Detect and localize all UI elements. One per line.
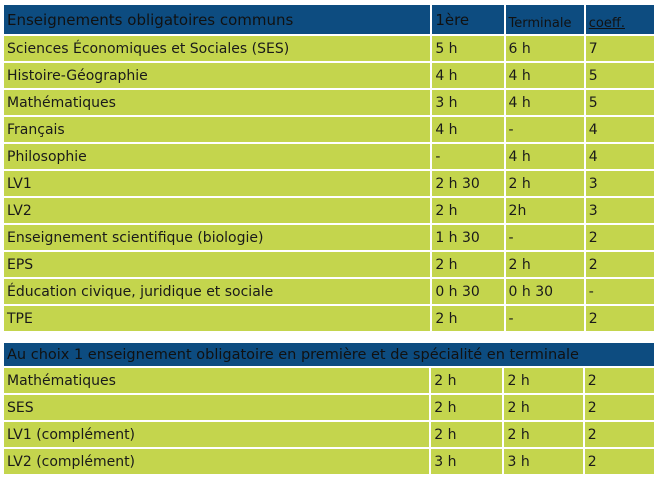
premiere-hours-cell: 2 h: [431, 395, 503, 420]
subject-cell: Éducation civique, juridique et sociale: [4, 279, 431, 304]
premiere-hours-cell: 5 h: [432, 36, 504, 61]
coefficient-cell: 4: [585, 117, 654, 142]
coefficient-cell: 2: [584, 395, 654, 420]
table-header-row: Au choix 1 enseignement obligatoire en p…: [4, 343, 654, 366]
subject-cell: TPE: [4, 306, 431, 331]
premiere-hours-cell: 2 h: [431, 422, 503, 447]
header-premiere: 1ère: [432, 5, 504, 34]
table-header-row: Enseignements obligatoires communs 1ère …: [4, 5, 654, 34]
subject-cell: LV1: [4, 171, 431, 196]
coefficient-cell: 7: [585, 36, 654, 61]
table-row: Éducation civique, juridique et sociale 0…: [4, 279, 654, 304]
header-subject: Enseignements obligatoires communs: [4, 5, 431, 34]
premiere-hours-cell: 4 h: [432, 63, 504, 88]
terminale-hours-cell: -: [505, 117, 584, 142]
subject-cell: SES: [4, 395, 430, 420]
terminale-hours-cell: 2 h: [504, 422, 583, 447]
table-row: Enseignement scientifique (biologie) 1 h …: [4, 225, 654, 250]
subject-cell: Sciences Économiques et Sociales (SES): [4, 36, 431, 61]
coefficient-cell: 2: [585, 306, 654, 331]
header-terminale: Terminale: [505, 5, 584, 34]
premiere-hours-cell: 3 h: [431, 449, 503, 474]
coefficient-cell: 5: [585, 63, 654, 88]
subject-cell: Mathématiques: [4, 368, 430, 393]
premiere-hours-cell: 2 h: [432, 198, 504, 223]
subject-cell: Mathématiques: [4, 90, 431, 115]
terminale-hours-cell: -: [505, 306, 584, 331]
premiere-hours-cell: 3 h: [432, 90, 504, 115]
common-subjects-table: Enseignements obligatoires communs 1ère …: [2, 3, 656, 333]
subject-cell: LV2: [4, 198, 431, 223]
terminale-hours-cell: 4 h: [505, 144, 584, 169]
coefficient-cell: -: [585, 279, 654, 304]
premiere-hours-cell: 2 h 30: [432, 171, 504, 196]
terminale-hours-cell: 4 h: [505, 90, 584, 115]
premiere-hours-cell: 4 h: [432, 117, 504, 142]
premiere-hours-cell: 1 h 30: [432, 225, 504, 250]
terminale-hours-cell: 2 h: [504, 368, 583, 393]
subject-cell: Histoire-Géographie: [4, 63, 431, 88]
terminale-hours-cell: 2 h: [505, 171, 584, 196]
subject-cell: Français: [4, 117, 431, 142]
subject-cell: EPS: [4, 252, 431, 277]
table-row: LV2 2 h 2h 3: [4, 198, 654, 223]
coefficient-cell: 2: [584, 368, 654, 393]
table-row: Sciences Économiques et Sociales (SES) 5 …: [4, 36, 654, 61]
coefficient-cell: 2: [585, 252, 654, 277]
terminale-hours-cell: -: [505, 225, 584, 250]
coefficient-cell: 2: [585, 225, 654, 250]
header-coefficient: coeff.: [585, 5, 654, 34]
subject-cell: LV2 (complément): [4, 449, 430, 474]
premiere-hours-cell: 2 h: [432, 252, 504, 277]
subject-cell: Enseignement scientifique (biologie): [4, 225, 431, 250]
subject-cell: Philosophie: [4, 144, 431, 169]
coefficient-cell: 5: [585, 90, 654, 115]
subject-cell: LV1 (complément): [4, 422, 430, 447]
terminale-hours-cell: 6 h: [505, 36, 584, 61]
elective-subjects-table: Au choix 1 enseignement obligatoire en p…: [2, 341, 656, 476]
coefficient-cell: 2: [584, 449, 654, 474]
terminale-hours-cell: 0 h 30: [505, 279, 584, 304]
premiere-hours-cell: 2 h: [432, 306, 504, 331]
terminale-hours-cell: 4 h: [505, 63, 584, 88]
premiere-hours-cell: 0 h 30: [432, 279, 504, 304]
coefficient-cell: 3: [585, 171, 654, 196]
coefficient-cell: 4: [585, 144, 654, 169]
coefficient-cell: 3: [585, 198, 654, 223]
table-row: TPE 2 h-2: [4, 306, 654, 331]
terminale-hours-cell: 2 h: [504, 395, 583, 420]
premiere-hours-cell: 2 h: [431, 368, 503, 393]
terminale-hours-cell: 3 h: [504, 449, 583, 474]
terminale-hours-cell: 2 h: [505, 252, 584, 277]
table-row: Français 4 h-4: [4, 117, 654, 142]
coefficient-cell: 2: [584, 422, 654, 447]
terminale-hours-cell: 2h: [505, 198, 584, 223]
elective-header: Au choix 1 enseignement obligatoire en p…: [4, 343, 654, 366]
premiere-hours-cell: -: [432, 144, 504, 169]
